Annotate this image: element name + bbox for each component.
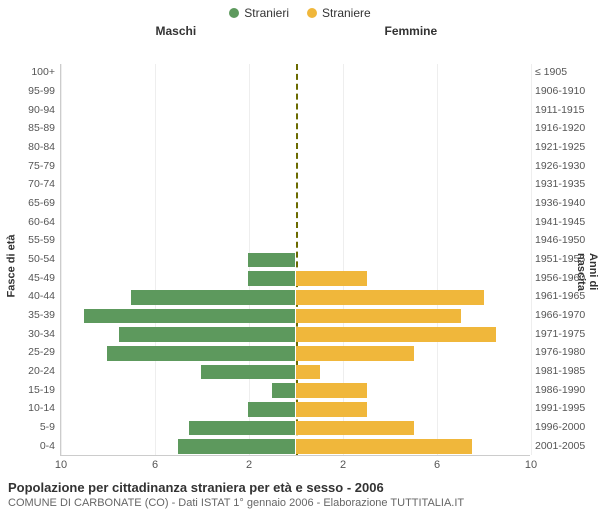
legend-item-male: Stranieri xyxy=(229,6,289,20)
birth-label: 1931-1935 xyxy=(530,178,585,190)
gridline xyxy=(437,64,438,455)
gridline xyxy=(61,64,62,455)
birth-label: 1971-1975 xyxy=(530,328,585,340)
plot-region: 10622610 xyxy=(60,64,530,456)
birth-label: 1961-1965 xyxy=(530,290,585,302)
birth-label: 1916-1920 xyxy=(530,122,585,134)
birth-label: 1986-1990 xyxy=(530,384,585,396)
bar-male xyxy=(119,327,295,342)
birth-label: 1951-1955 xyxy=(530,253,585,265)
chart-title: Popolazione per cittadinanza straniera p… xyxy=(8,480,464,495)
age-label: 60-64 xyxy=(0,216,60,228)
age-label: 45-49 xyxy=(0,272,60,284)
birth-label: 1906-1910 xyxy=(530,85,585,97)
age-label: 75-79 xyxy=(0,160,60,172)
age-label: 40-44 xyxy=(0,290,60,302)
bar-female xyxy=(296,271,367,286)
bar-female xyxy=(296,383,367,398)
birth-label: 2001-2005 xyxy=(530,440,585,452)
bar-female xyxy=(296,346,414,361)
circle-icon xyxy=(307,8,317,18)
bar-male xyxy=(189,421,295,436)
age-label: 35-39 xyxy=(0,309,60,321)
chart-subtitle: COMUNE DI CARBONATE (CO) - Dati ISTAT 1°… xyxy=(8,497,464,509)
bar-male xyxy=(201,365,295,380)
x-tick: 10 xyxy=(55,459,67,471)
age-label: 70-74 xyxy=(0,178,60,190)
bar-male xyxy=(178,439,296,454)
bar-female xyxy=(296,402,367,417)
age-label: 85-89 xyxy=(0,122,60,134)
birth-label: 1966-1970 xyxy=(530,309,585,321)
age-label: 90-94 xyxy=(0,104,60,116)
bar-male xyxy=(107,346,295,361)
bar-female xyxy=(296,327,496,342)
legend-item-female: Straniere xyxy=(307,6,371,20)
age-label: 50-54 xyxy=(0,253,60,265)
birth-label: ≤ 1905 xyxy=(530,66,567,78)
birth-label: 1921-1925 xyxy=(530,141,585,153)
column-headers: Maschi Femmine xyxy=(0,20,600,38)
birth-label: 1946-1950 xyxy=(530,234,585,246)
legend: Stranieri Straniere xyxy=(0,0,600,20)
birth-label: 1996-2000 xyxy=(530,421,585,433)
age-label: 55-59 xyxy=(0,234,60,246)
age-label: 10-14 xyxy=(0,402,60,414)
age-label: 80-84 xyxy=(0,141,60,153)
age-label: 5-9 xyxy=(0,421,60,433)
bar-male xyxy=(272,383,296,398)
legend-label-male: Stranieri xyxy=(244,6,289,20)
x-tick: 2 xyxy=(340,459,346,471)
bar-male xyxy=(84,309,296,324)
age-label: 100+ xyxy=(0,66,60,78)
bar-male xyxy=(248,402,295,417)
gridline xyxy=(155,64,156,455)
circle-icon xyxy=(229,8,239,18)
age-label: 65-69 xyxy=(0,197,60,209)
birth-label: 1941-1945 xyxy=(530,216,585,228)
age-label: 95-99 xyxy=(0,85,60,97)
birth-label: 1911-1915 xyxy=(530,104,584,116)
birth-label: 1991-1995 xyxy=(530,402,585,414)
age-label: 25-29 xyxy=(0,346,60,358)
age-label: 0-4 xyxy=(0,440,60,452)
age-label: 20-24 xyxy=(0,365,60,377)
chart-area: Maschi Femmine Fasce di età Anni di nasc… xyxy=(0,20,600,38)
legend-label-female: Straniere xyxy=(322,6,371,20)
birth-label: 1936-1940 xyxy=(530,197,585,209)
x-tick: 10 xyxy=(525,459,537,471)
header-female: Femmine xyxy=(385,24,438,38)
age-label: 15-19 xyxy=(0,384,60,396)
bar-male xyxy=(131,290,296,305)
chart-footer: Popolazione per cittadinanza straniera p… xyxy=(8,480,464,509)
x-tick: 6 xyxy=(152,459,158,471)
bar-female xyxy=(296,290,484,305)
birth-label: 1926-1930 xyxy=(530,160,585,172)
bar-female xyxy=(296,365,320,380)
header-male: Maschi xyxy=(156,24,197,38)
x-tick: 6 xyxy=(434,459,440,471)
bar-female xyxy=(296,309,461,324)
bar-male xyxy=(248,253,295,268)
birth-label: 1956-1960 xyxy=(530,272,585,284)
birth-label: 1981-1985 xyxy=(530,365,585,377)
bar-male xyxy=(248,271,295,286)
age-label: 30-34 xyxy=(0,328,60,340)
x-tick: 2 xyxy=(246,459,252,471)
birth-label: 1976-1980 xyxy=(530,346,585,358)
bar-female xyxy=(296,439,472,454)
bar-female xyxy=(296,421,414,436)
